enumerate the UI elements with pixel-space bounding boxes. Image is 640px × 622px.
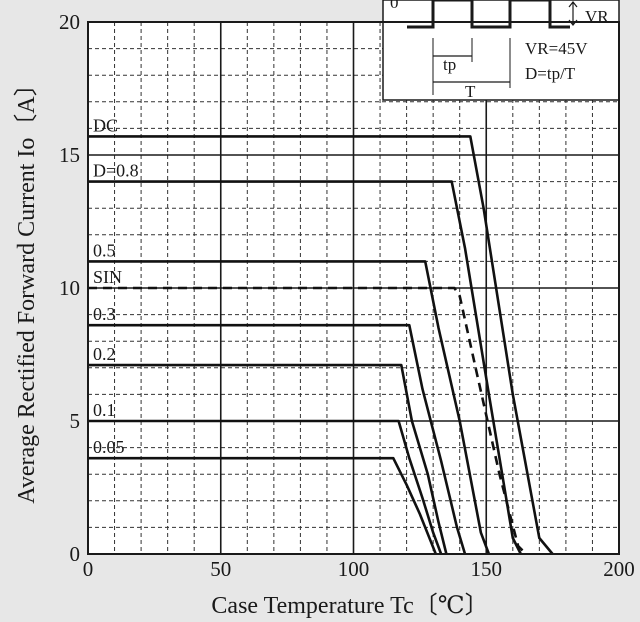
series-label: D=0.8	[93, 161, 139, 181]
x-tick-label: 100	[338, 557, 370, 581]
x-tick-label: 50	[210, 557, 231, 581]
series-line	[88, 180, 522, 555]
y-tick-label: 15	[59, 143, 80, 167]
y-axis-label: Average Rectified Forward Current Io〔A〕	[14, 72, 40, 503]
legend-condition-vr: VR=45V	[525, 39, 588, 58]
y-tick-label: 20	[59, 10, 80, 34]
legend-vr-label: VR	[585, 7, 609, 26]
legend-condition-duty: D=tp/T	[525, 64, 576, 83]
x-tick-label: 0	[83, 557, 94, 581]
pulse-waveform	[407, 0, 570, 29]
series-label: 0.5	[93, 240, 116, 260]
series-line	[88, 419, 443, 555]
x-tick-label: 200	[603, 557, 635, 581]
major-grid	[88, 22, 619, 554]
series-line	[88, 363, 448, 555]
curve-labels: DC D=0.8 0.5 SIN 0.3 0.2 0.1 0.05	[93, 115, 139, 457]
series-label: 0.2	[93, 344, 116, 364]
series-line	[88, 135, 554, 555]
y-tick-label: 0	[70, 542, 81, 566]
x-axis-label: Case Temperature Tc〔℃〕	[211, 593, 488, 619]
series-label: 0.3	[93, 304, 116, 324]
vr-arrow-head-top	[568, 1, 578, 8]
legend-tp-label: tp	[443, 55, 456, 74]
plot-frame	[87, 21, 620, 555]
series-line	[88, 260, 491, 555]
tick-labels: 0 50 100 150 200 0 5 10 15 20	[59, 10, 635, 581]
legend-t-label: T	[465, 82, 476, 101]
y-tick-label: 5	[70, 409, 81, 433]
series-line	[88, 286, 528, 555]
series-label: SIN	[93, 267, 122, 287]
x-tick-label: 150	[471, 557, 503, 581]
axes	[87, 21, 620, 555]
series-label: 0.1	[93, 400, 116, 420]
waveform-legend: 0 VR tp T VR=45V D=tp/T	[382, 0, 620, 101]
series-label: DC	[93, 115, 118, 135]
series-layer	[88, 135, 554, 555]
series-label: 0.05	[93, 437, 125, 457]
series-line	[88, 456, 438, 555]
legend-zero-label: 0	[390, 0, 399, 12]
y-tick-label: 10	[59, 276, 80, 300]
series-line	[88, 323, 467, 555]
